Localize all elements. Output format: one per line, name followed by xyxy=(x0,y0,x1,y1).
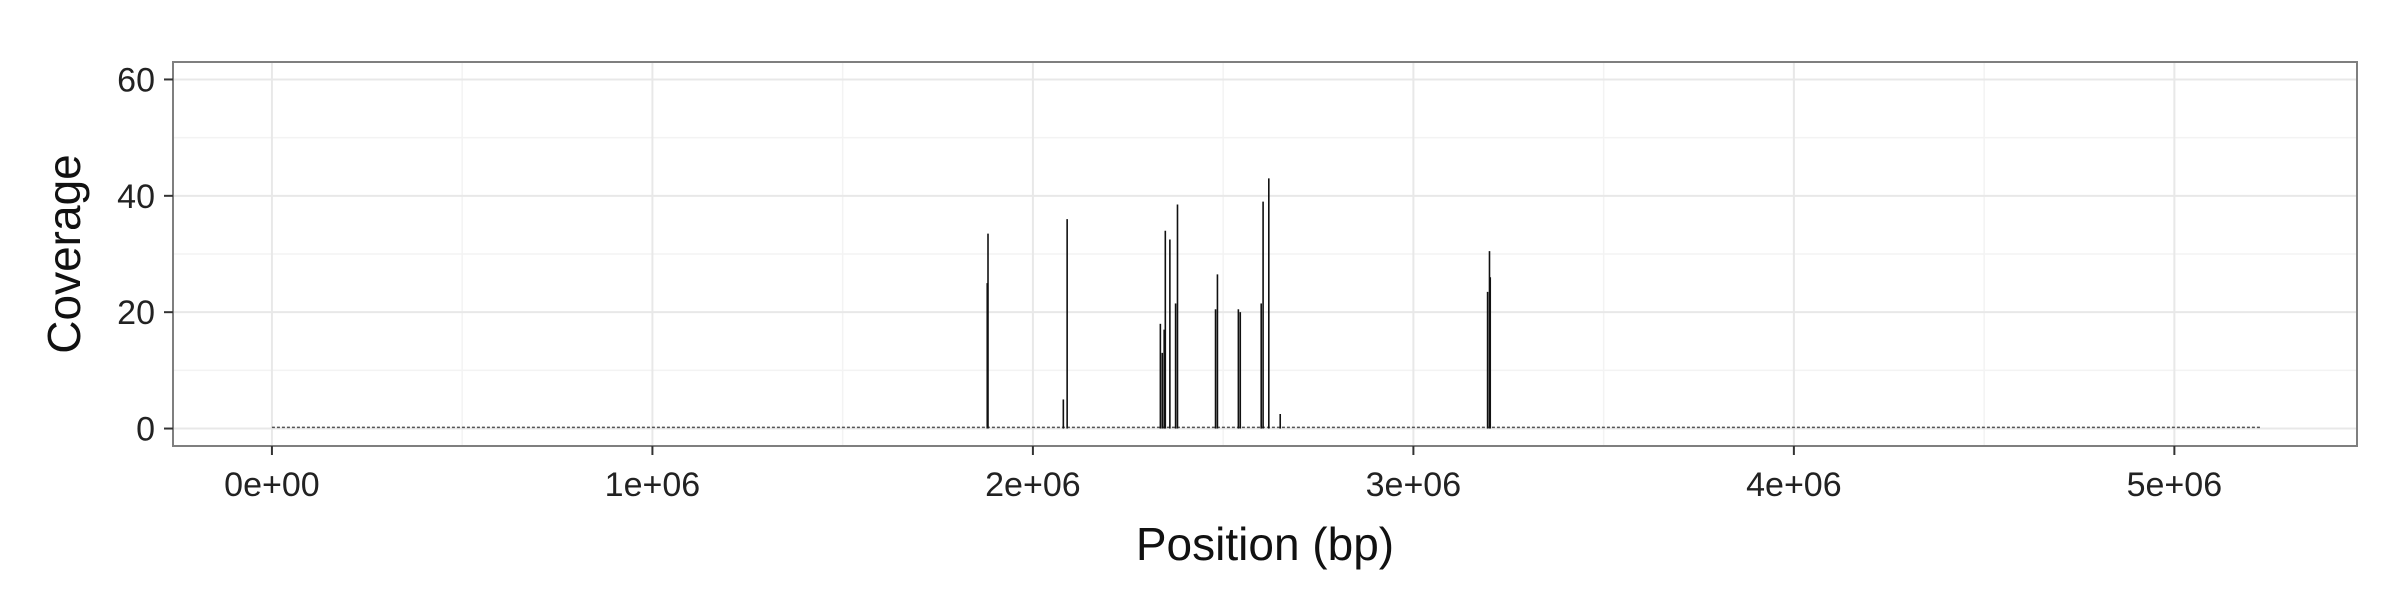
x-tick-label: 3e+06 xyxy=(1366,466,1462,504)
panel-border xyxy=(172,61,2358,447)
y-tick-label: 0 xyxy=(136,411,155,449)
y-tick-label: 40 xyxy=(117,178,155,216)
minor-gridlines xyxy=(173,62,2357,446)
x-tick-label: 4e+06 xyxy=(1746,466,1842,504)
x-tick-label: 2e+06 xyxy=(985,466,1081,504)
y-tick-label: 60 xyxy=(117,61,155,99)
x-tick-label: 0e+00 xyxy=(224,466,320,504)
y-axis-title: Coverage xyxy=(38,154,90,353)
x-axis: 0e+00 1e+06 2e+06 3e+06 4e+06 5e+06 xyxy=(224,446,2222,504)
y-tick-label: 20 xyxy=(117,294,155,332)
y-axis: 0 20 40 60 xyxy=(117,61,173,449)
x-tick-label: 1e+06 xyxy=(605,466,701,504)
x-tick-label: 5e+06 xyxy=(2127,466,2223,504)
coverage-spikes xyxy=(986,178,1492,429)
x-axis-title: Position (bp) xyxy=(1136,518,1394,570)
major-gridlines xyxy=(173,62,2357,446)
